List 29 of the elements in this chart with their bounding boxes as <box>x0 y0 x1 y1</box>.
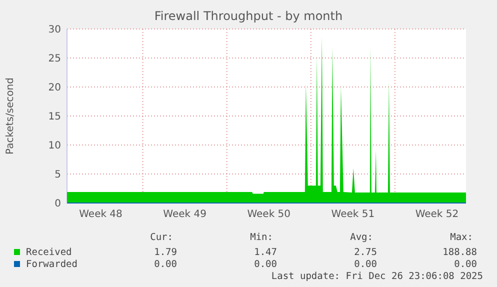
text: 0.00 <box>154 259 178 270</box>
text: 1.47 <box>254 247 277 258</box>
y-tick-label: 0 <box>54 198 61 210</box>
legend-label: Received <box>26 247 72 258</box>
x-tick-label: Week 49 <box>163 209 206 220</box>
text: 1.79 <box>154 247 178 258</box>
y-tick-label: 20 <box>48 82 61 94</box>
y-tick-label: 30 <box>48 24 61 36</box>
y-tick-label: 25 <box>48 54 61 64</box>
text: Last update: Fri Dec 26 23:06:08 2025 <box>271 271 483 282</box>
text: Min: <box>250 232 273 243</box>
y-axis-title: Packets/second <box>5 78 16 154</box>
x-tick-label: Week 51 <box>331 209 375 220</box>
text: Cur: <box>150 232 173 243</box>
text: 188.88 <box>442 247 478 258</box>
chart-title: Firewall Throughput - by month <box>154 9 343 23</box>
text: Avg: <box>350 232 373 243</box>
x-tick-label: Week 50 <box>247 209 291 220</box>
legend-label: Forwarded <box>26 259 78 270</box>
y-tick-label: 5 <box>54 170 61 180</box>
y-tick-label: 15 <box>48 112 61 122</box>
text: 2.75 <box>354 247 377 258</box>
text: Max: <box>450 232 473 243</box>
y-tick-label: 10 <box>48 140 61 152</box>
x-tick-label: Week 52 <box>415 209 459 220</box>
text: 0.00 <box>454 259 478 270</box>
x-tick-label: Week 48 <box>79 209 122 220</box>
text: 0.00 <box>254 259 278 270</box>
text: 0.00 <box>354 259 378 270</box>
